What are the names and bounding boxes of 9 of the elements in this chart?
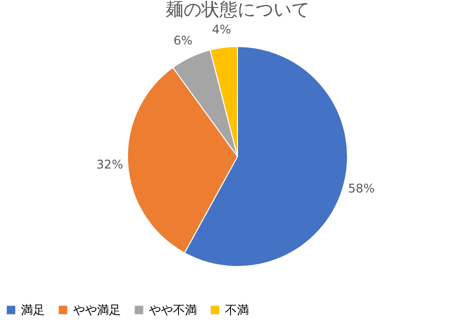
data-label: 6% bbox=[173, 34, 193, 48]
legend-label: やや満足 bbox=[73, 303, 121, 317]
legend-label: やや不満 bbox=[149, 303, 197, 317]
chart-title: 麺の状態について bbox=[166, 0, 310, 21]
data-label: 4% bbox=[212, 22, 231, 37]
data-label: 32% bbox=[96, 158, 124, 172]
legend-label: 不満 bbox=[225, 303, 249, 317]
data-label: 58% bbox=[348, 181, 375, 196]
legend-label: 満足 bbox=[21, 303, 45, 317]
